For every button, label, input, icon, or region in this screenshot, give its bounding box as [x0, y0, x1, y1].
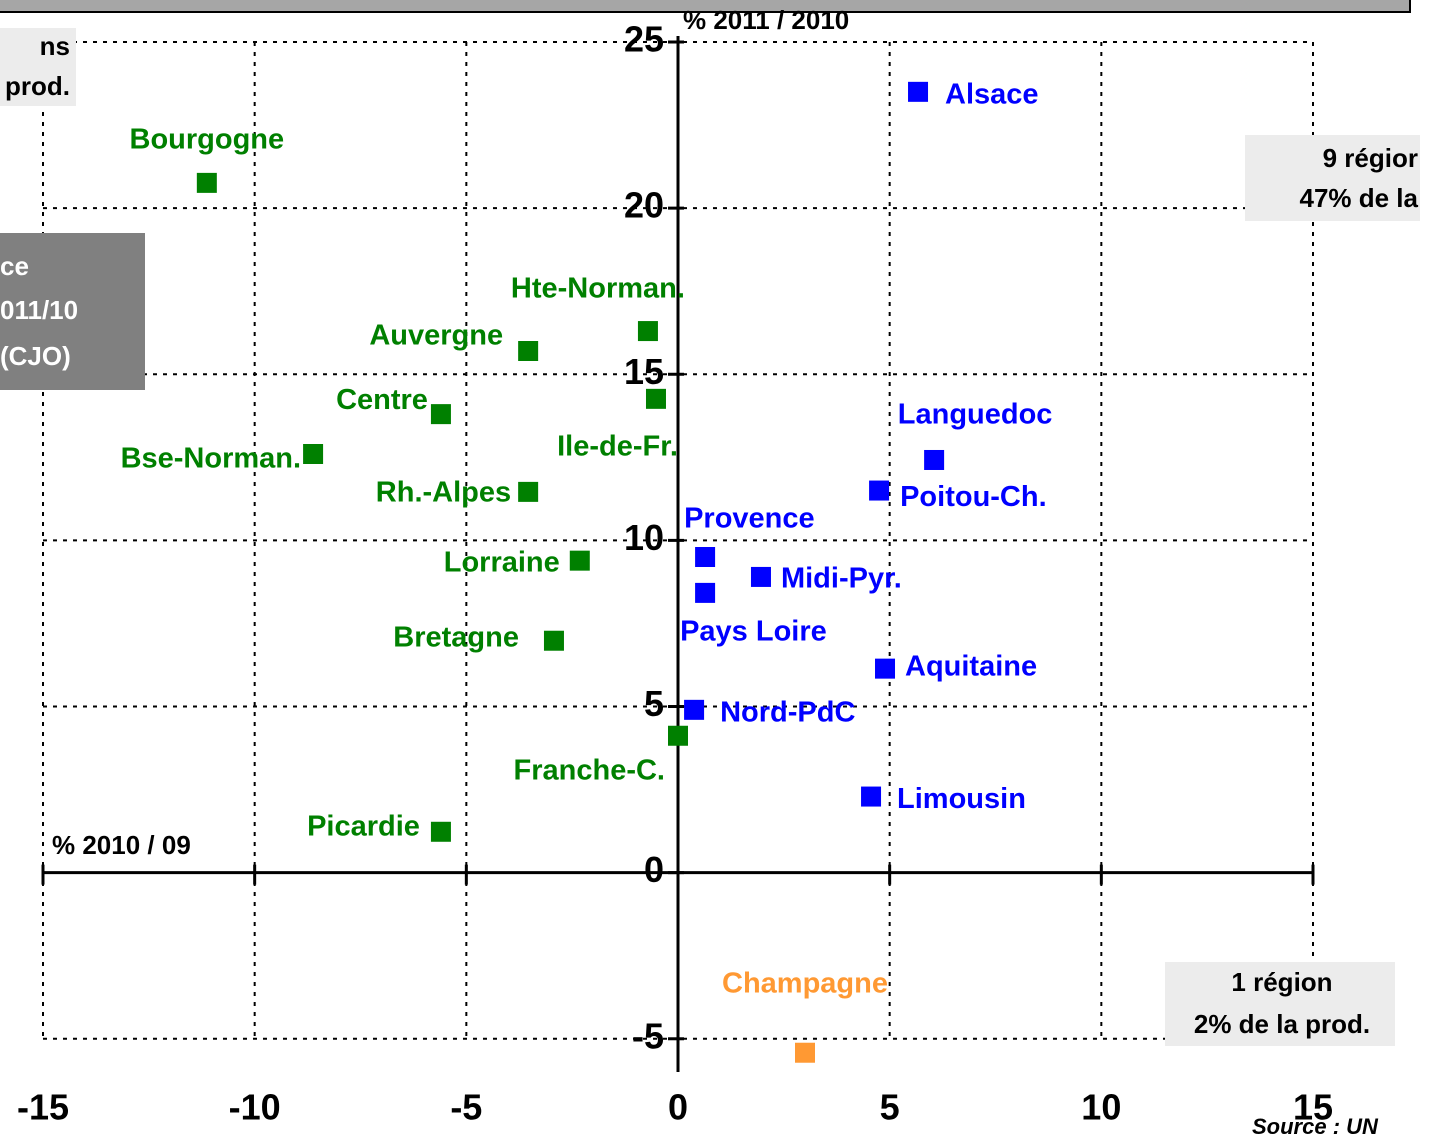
- annotation-text: 2% de la prod.: [1194, 1009, 1370, 1039]
- point-label: Auvergne: [369, 320, 503, 352]
- point: [875, 658, 896, 679]
- point-label: Provence: [684, 503, 815, 535]
- y-tick-label: 20: [624, 185, 664, 226]
- y-tick-label: 25: [624, 19, 664, 60]
- source: Source : UN: [1252, 1114, 1379, 1139]
- point-label: Languedoc: [898, 399, 1053, 431]
- y-tick-label: 5: [644, 683, 664, 724]
- x-axis-label: % 2010 / 09: [52, 830, 191, 860]
- point: [518, 481, 539, 502]
- point: [695, 582, 716, 603]
- point: [569, 550, 590, 571]
- point-label: Franche-C.: [514, 754, 665, 786]
- point-label: Limousin: [897, 783, 1026, 815]
- point-label: Centre: [336, 384, 428, 416]
- annotation-text: 9 régior: [1323, 143, 1418, 173]
- point-label: Ile-de-Fr.: [557, 431, 678, 463]
- point: [543, 630, 564, 651]
- point-label: Aquitaine: [905, 650, 1037, 682]
- top-bar: [0, 0, 1411, 13]
- point: [668, 725, 688, 746]
- y-tick-label: 15: [624, 351, 664, 392]
- y-tick-label: 0: [644, 849, 664, 890]
- x-tick-label: -10: [229, 1087, 281, 1128]
- point: [196, 172, 217, 193]
- annotation-text: 47% de la: [1299, 183, 1418, 213]
- point-label: Rh.-Alpes: [376, 477, 511, 509]
- annotation-box: [1245, 135, 1420, 221]
- point: [645, 388, 666, 409]
- annotation-text: prod.: [5, 71, 70, 101]
- annotation-box: [1165, 962, 1395, 1046]
- annotation-text: ce: [0, 251, 29, 281]
- point-label: Hte-Norman.: [511, 273, 685, 305]
- point-label: Picardie: [307, 810, 420, 842]
- x-tick-label: -15: [17, 1087, 69, 1128]
- annotation-text: 011/10: [0, 295, 78, 325]
- point-label: Champagne: [722, 967, 888, 999]
- point-label: Bretagne: [393, 621, 519, 653]
- annotation-text: 1 région: [1231, 967, 1332, 997]
- point: [303, 444, 324, 464]
- point: [869, 480, 890, 501]
- point-label: Lorraine: [444, 546, 560, 578]
- point: [518, 341, 539, 361]
- y-tick-label: -5: [632, 1015, 664, 1056]
- x-tick-label: 0: [668, 1087, 688, 1128]
- point-label: Midi-Pyr.: [781, 563, 902, 595]
- point: [795, 1042, 815, 1063]
- point-label: Alsace: [945, 78, 1039, 110]
- point: [908, 81, 929, 102]
- point-label: Poitou-Ch.: [900, 481, 1047, 513]
- y-axis-label: % 2011 / 2010: [683, 5, 849, 35]
- point: [695, 547, 716, 567]
- x-tick-label: -5: [450, 1087, 482, 1128]
- point: [750, 566, 771, 587]
- point: [861, 786, 882, 807]
- point: [684, 699, 705, 720]
- annotation-box: [0, 233, 145, 390]
- point: [430, 404, 451, 425]
- annotation-text: (CJO): [0, 341, 71, 371]
- x-tick-label: 10: [1081, 1087, 1121, 1128]
- x-tick-label: 5: [880, 1087, 900, 1128]
- annotation-text: ns: [40, 31, 70, 61]
- point-label: Bse-Norman.: [121, 443, 302, 475]
- point: [637, 321, 658, 342]
- point: [430, 821, 451, 842]
- point-label: Bourgogne: [130, 124, 285, 156]
- point: [924, 449, 945, 470]
- x-tick-label: 15: [1293, 1087, 1333, 1128]
- point-label: Nord-PdC: [720, 696, 855, 728]
- y-tick-label: 10: [624, 517, 664, 558]
- annotation-box: [0, 28, 76, 106]
- point-label: Pays Loire: [680, 616, 827, 648]
